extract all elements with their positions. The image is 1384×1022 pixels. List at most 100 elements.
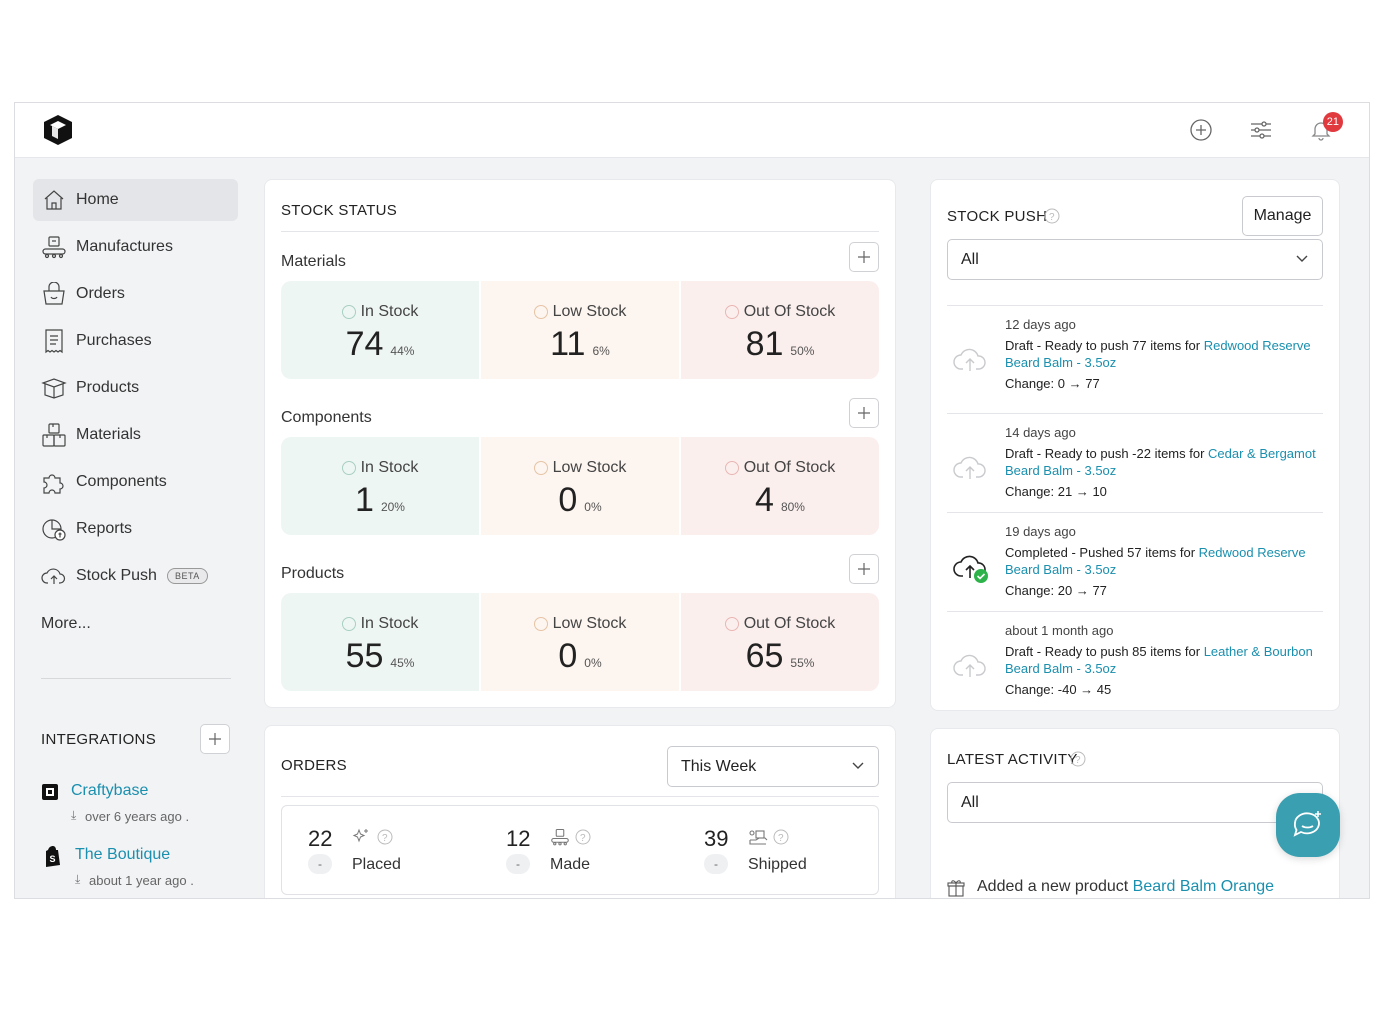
logo-icon[interactable]: [41, 113, 75, 147]
stat-value: 0: [558, 637, 578, 675]
product-link[interactable]: Redwood Reserve Beard Balm - 3.5oz: [1005, 338, 1311, 370]
stat-in-stock[interactable]: In Stock 74 44%: [281, 281, 479, 379]
help-icon[interactable]: ?: [575, 829, 591, 845]
chat-bubble-icon: [1293, 811, 1321, 837]
push-time: 14 days ago: [1005, 425, 1076, 440]
add-component-button[interactable]: [849, 398, 879, 428]
sidebar-item-label: Components: [76, 473, 167, 490]
stat-value: 74: [345, 325, 384, 363]
add-circle-icon[interactable]: [1187, 116, 1215, 144]
cloud-upload-complete-icon: [953, 555, 988, 583]
help-icon[interactable]: ?: [773, 829, 789, 845]
stat-in-stock[interactable]: In Stock 1 20%: [281, 437, 479, 535]
bell-icon[interactable]: 21: [1307, 112, 1343, 144]
add-integration-button[interactable]: [200, 724, 230, 754]
stat-label: In Stock: [360, 615, 419, 632]
stat-value: 12: [506, 826, 531, 851]
activity-text: Added a new product Beard Balm Orange: [977, 878, 1275, 895]
svg-text:?: ?: [382, 833, 388, 844]
sidebar: Home Manufactures Orders Purchases Produ…: [15, 159, 247, 898]
orders-stat-placed[interactable]: 22 - ? Placed: [282, 806, 462, 896]
sidebar-item-reports[interactable]: Reports: [33, 508, 238, 550]
manage-button[interactable]: Manage: [1242, 196, 1323, 236]
stock-status-title: STOCK STATUS: [281, 202, 398, 219]
beta-badge: BETA: [166, 568, 208, 584]
stat-out-of-stock[interactable]: Out Of Stock 4 80%: [681, 437, 879, 535]
add-product-button[interactable]: [849, 554, 879, 584]
stat-label: Out Of Stock: [743, 303, 836, 320]
push-description: Completed - Pushed 57 items for Redwood …: [1005, 545, 1306, 577]
stat-out-of-stock[interactable]: Out Of Stock 81 50%: [681, 281, 879, 379]
stat-percent: 55%: [790, 656, 815, 670]
chevron-down-icon: [852, 762, 864, 769]
product-link[interactable]: Beard Balm Orange: [1132, 878, 1275, 895]
help-icon[interactable]: ?: [377, 829, 393, 845]
stock-push-item[interactable]: about 1 month ago Draft - Ready to push …: [947, 611, 1323, 710]
svg-text:S: S: [50, 854, 56, 864]
product-link[interactable]: Leather & Bourbon Beard Balm - 3.5oz: [1005, 644, 1313, 676]
sidebar-item-purchases[interactable]: Purchases: [33, 320, 238, 362]
sidebar-item-manufactures[interactable]: Manufactures: [33, 226, 238, 268]
selected-value: All: [961, 250, 979, 268]
integration-name[interactable]: The Boutique: [75, 846, 171, 863]
help-icon[interactable]: ?: [1070, 751, 1086, 767]
stat-out-of-stock[interactable]: Out Of Stock 65 55%: [681, 593, 879, 691]
stat-percent: 44%: [390, 344, 415, 358]
sidebar-item-components[interactable]: Components: [33, 461, 238, 503]
add-material-button[interactable]: [849, 242, 879, 272]
stat-percent: 80%: [780, 500, 805, 514]
stat-label: Placed: [352, 856, 401, 873]
orders-card: ORDERS This Week 22 - ? Placed 12 - ? Ma…: [264, 725, 896, 898]
orders-period-select[interactable]: This Week: [667, 746, 879, 787]
push-change: Change: 20 → 77: [1005, 583, 1107, 598]
stat-in-stock[interactable]: In Stock 55 45%: [281, 593, 479, 691]
section-label-components: Components: [281, 409, 372, 426]
stat-low-stock[interactable]: Low Stock 0 0%: [481, 593, 679, 691]
orders-stat-made[interactable]: 12 - ? Made: [480, 806, 660, 896]
stock-push-filter-select[interactable]: All: [947, 239, 1323, 280]
products-stats: In Stock 55 45% Low Stock 0 0% Out Of Stoc…: [281, 593, 879, 691]
stock-push-item[interactable]: 14 days ago Draft - Ready to push -22 it…: [947, 413, 1323, 512]
product-link[interactable]: Redwood Reserve Beard Balm - 3.5oz: [1005, 545, 1306, 577]
chat-support-button[interactable]: [1276, 793, 1340, 857]
status-dot-icon: [724, 617, 739, 631]
sidebar-item-orders[interactable]: Orders: [33, 273, 238, 315]
push-time: 19 days ago: [1005, 524, 1076, 539]
status-dot-icon: [341, 461, 356, 475]
stat-value: 4: [755, 481, 774, 519]
sidebar-item-materials[interactable]: Materials: [33, 414, 238, 456]
filter-sliders-icon[interactable]: [1247, 116, 1275, 144]
svg-text:?: ?: [580, 833, 586, 844]
status-dot-icon: [724, 461, 739, 475]
integrations-title: INTEGRATIONS: [41, 731, 156, 748]
stat-low-stock[interactable]: Low Stock 11 6%: [481, 281, 679, 379]
integration-name[interactable]: Craftybase: [71, 782, 149, 799]
stat-percent: 0%: [584, 500, 602, 514]
stat-value: 81: [745, 325, 784, 363]
push-change: Change: 0 → 77: [1005, 376, 1100, 391]
stat-delta: -: [704, 854, 728, 874]
sync-icon: ⤓: [75, 872, 81, 886]
stat-percent: 45%: [390, 656, 415, 670]
help-icon[interactable]: ?: [1044, 208, 1060, 224]
orders-stat-shipped[interactable]: 39 - ? Shipped: [678, 806, 858, 896]
stock-push-item[interactable]: 12 days ago Draft - Ready to push 77 ite…: [947, 305, 1323, 404]
shipping-icon: [749, 830, 768, 845]
more-link[interactable]: More...: [41, 615, 91, 632]
puzzle-icon: [41, 469, 67, 495]
sparkle-icon: [352, 828, 368, 843]
stock-push-item[interactable]: 19 days ago Completed - Pushed 57 items …: [947, 512, 1323, 611]
latest-activity-title: LATEST ACTIVITY: [947, 751, 1078, 768]
stat-low-stock[interactable]: Low Stock 0 0%: [481, 437, 679, 535]
sidebar-item-stock-push[interactable]: Stock Push BETA: [33, 555, 238, 597]
stat-label: Low Stock: [552, 303, 627, 320]
latest-activity-filter-select[interactable]: All: [947, 782, 1323, 823]
product-link[interactable]: Cedar & Bergamot Beard Balm - 3.5oz: [1005, 446, 1316, 478]
sidebar-item-products[interactable]: Products: [33, 367, 238, 409]
integration-sync-time: over 6 years ago .: [85, 809, 190, 824]
manufacture-icon: [41, 234, 67, 260]
svg-text:?: ?: [1049, 212, 1055, 223]
sidebar-item-label: Materials: [76, 426, 141, 443]
sidebar-item-home[interactable]: Home: [33, 179, 238, 221]
gift-icon: [947, 880, 965, 897]
